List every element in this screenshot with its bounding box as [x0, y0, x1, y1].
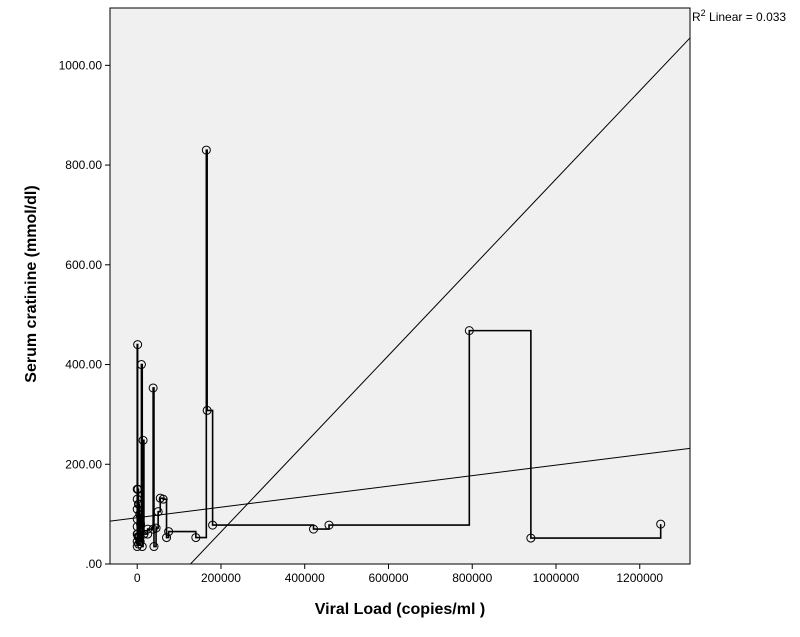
x-axis: 0 200000 400000 600000 800000 1000000 1200000 — [134, 564, 663, 585]
data-point — [153, 507, 163, 517]
x-tick-label: 1000000 — [533, 571, 580, 585]
plot-area — [109, 7, 691, 565]
data-point — [656, 519, 666, 529]
data-point — [208, 520, 218, 530]
data-point — [132, 514, 142, 524]
data-point — [324, 520, 334, 530]
data-point — [135, 537, 145, 547]
y-tick-label: 600.00 — [65, 258, 102, 272]
data-point — [137, 542, 147, 552]
x-tick-label: 1200000 — [616, 571, 663, 585]
data-point — [133, 484, 143, 494]
data-point — [134, 499, 144, 509]
fit-line-2 — [189, 37, 690, 564]
data-point — [464, 326, 474, 336]
data-point — [309, 524, 319, 534]
data-point — [202, 405, 212, 415]
data-point — [133, 340, 143, 350]
data-point — [135, 509, 145, 519]
y-tick-label: 200.00 — [65, 457, 102, 471]
points-layer — [132, 145, 666, 552]
data-point — [136, 519, 146, 529]
y-axis-title: Serum cratinine (mmol/dl) — [23, 185, 40, 382]
x-tick-label: 0 — [134, 571, 141, 585]
x-tick-label: 400000 — [285, 571, 325, 585]
step-line — [136, 149, 662, 548]
y-axis: .00 200.00 400.00 600.00 800.00 1000.00 — [59, 58, 110, 571]
x-tick-label: 200000 — [201, 571, 241, 585]
data-point — [138, 435, 148, 445]
y-tick-label: 1000.00 — [59, 58, 103, 72]
data-point — [162, 533, 172, 543]
y-tick-label: .00 — [85, 557, 102, 571]
data-point — [158, 494, 168, 504]
r-squared-annotation: R2 Linear = 0.033 — [692, 8, 786, 24]
data-point — [143, 529, 153, 539]
data-point — [149, 542, 159, 552]
x-tick-label: 800000 — [452, 571, 492, 585]
data-point — [132, 537, 142, 547]
data-point — [132, 542, 142, 552]
data-point — [164, 527, 174, 537]
data-point — [136, 360, 146, 370]
data-point — [526, 533, 536, 543]
y-tick-label: 400.00 — [65, 358, 102, 372]
data-point — [191, 533, 201, 543]
step-line-layer — [136, 149, 662, 548]
data-point — [132, 494, 142, 504]
y-tick-label: 800.00 — [65, 158, 102, 172]
x-tick-label: 600000 — [368, 571, 408, 585]
data-point — [148, 383, 158, 393]
x-axis-title: Viral Load (copies/ml ) — [315, 601, 485, 618]
data-point — [201, 145, 211, 155]
data-point — [151, 523, 161, 533]
data-point — [132, 504, 142, 514]
data-point — [134, 532, 144, 542]
